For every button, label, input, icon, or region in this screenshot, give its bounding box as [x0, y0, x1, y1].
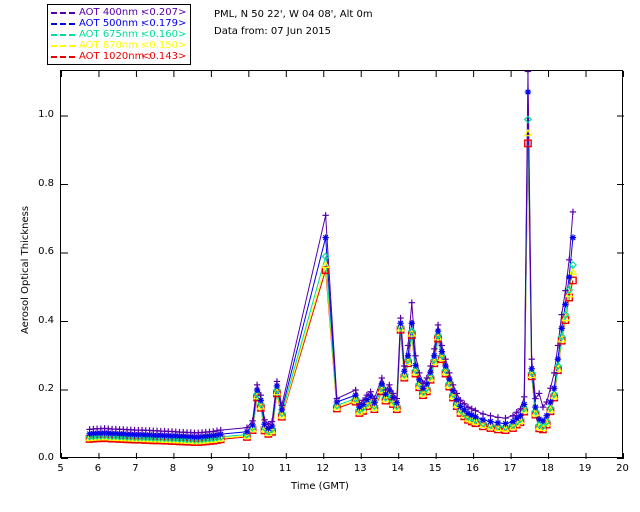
- chart-legend: AOT 400nm :<0.207> AOT 500nm :<0.179> AO…: [47, 4, 192, 65]
- x-tick-label: 10: [241, 463, 255, 474]
- legend-text-675nm: AOT 675nm :<0.160>: [79, 29, 186, 40]
- plot-frame: [60, 70, 624, 459]
- x-tick-label: 5: [57, 463, 64, 474]
- y-tick-label: 0.4: [38, 314, 54, 326]
- x-axis-title: Time (GMT): [291, 481, 349, 492]
- legend-value-1020nm: <0.143>: [141, 51, 187, 62]
- legend-dash-675nm: [51, 33, 75, 36]
- annotation-line-date: Data from: 07 Jun 2015: [214, 26, 332, 37]
- y-tick-label: 1.0: [38, 109, 54, 121]
- legend-entry: AOT 400nm :<0.207>: [51, 7, 186, 18]
- x-tick-label: 9: [207, 463, 214, 474]
- y-tick-label: 0.8: [38, 177, 54, 189]
- x-tick-label: 17: [503, 463, 517, 474]
- legend-entry: AOT 675nm :<0.160>: [51, 29, 186, 40]
- legend-text-500nm: AOT 500nm :<0.179>: [79, 18, 186, 29]
- legend-value-675nm: <0.160>: [141, 29, 187, 40]
- x-tick-label: 6: [94, 463, 102, 474]
- x-tick-label: 11: [278, 463, 292, 474]
- legend-entry: AOT 870nm :<0.150>: [51, 40, 186, 51]
- legend-dash-400nm: [51, 11, 75, 14]
- x-tick-label: 18: [541, 463, 554, 474]
- x-tick-label: 19: [578, 463, 592, 474]
- legend-dash-500nm: [51, 22, 75, 25]
- legend-label-1020nm: AOT 1020nm :: [79, 51, 151, 62]
- legend-label-870nm: AOT 870nm :: [79, 40, 145, 51]
- x-tick-label: 20: [616, 463, 629, 474]
- legend-label-400nm: AOT 400nm :: [79, 7, 145, 18]
- legend-label-675nm: AOT 675nm :: [79, 29, 145, 40]
- legend-value-500nm: <0.179>: [141, 18, 187, 29]
- x-tick-label: 16: [466, 463, 479, 474]
- legend-dash-870nm: [51, 44, 75, 47]
- y-tick-label: 0.2: [38, 383, 54, 394]
- y-tick-label: 0.6: [38, 246, 54, 257]
- legend-text-1020nm: AOT 1020nm :<0.143>: [79, 51, 186, 62]
- site-annotation: PML, N 50 22', W 04 08', Alt 0m Data fro…: [214, 6, 373, 40]
- legend-label-500nm: AOT 500nm :: [79, 18, 145, 29]
- x-tick-label: 8: [169, 463, 177, 474]
- legend-entry: AOT 500nm :<0.179>: [51, 18, 186, 29]
- plot-canvas: [61, 71, 624, 459]
- legend-value-400nm: <0.207>: [141, 7, 187, 18]
- x-tick-label: 15: [428, 463, 442, 474]
- y-tick-label: 0.0: [38, 451, 54, 463]
- x-tick-label: 7: [132, 463, 139, 474]
- x-tick-label: 12: [316, 463, 330, 474]
- legend-text-400nm: AOT 400nm :<0.207>: [79, 7, 186, 18]
- x-tick-label: 13: [353, 463, 367, 474]
- annotation-line-site: PML, N 50 22', W 04 08', Alt 0m: [214, 9, 373, 20]
- legend-text-870nm: AOT 870nm :<0.150>: [79, 40, 186, 51]
- x-tick-label: 14: [391, 463, 405, 474]
- legend-value-870nm: <0.150>: [141, 40, 187, 51]
- legend-entry: AOT 1020nm :<0.143>: [51, 51, 186, 62]
- legend-dash-1020nm: [51, 55, 75, 58]
